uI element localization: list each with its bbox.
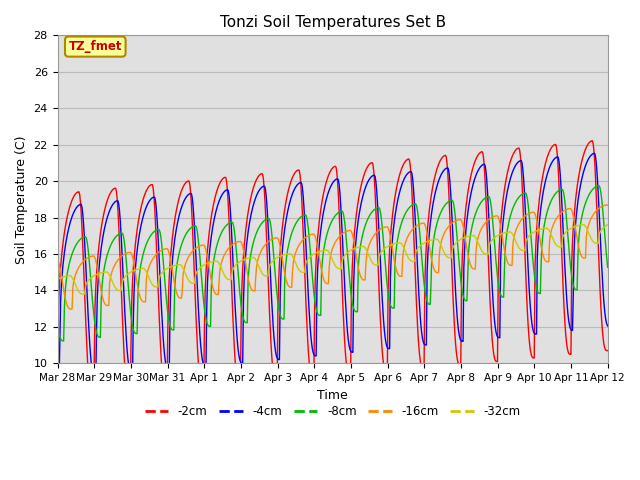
-32cm bbox=[400, 246, 408, 252]
-32cm bbox=[579, 222, 587, 228]
-2cm bbox=[205, 231, 213, 237]
-16cm bbox=[63, 303, 71, 309]
-2cm bbox=[415, 351, 423, 357]
-4cm bbox=[121, 310, 129, 316]
-4cm bbox=[55, 379, 63, 384]
Title: Tonzi Soil Temperatures Set B: Tonzi Soil Temperatures Set B bbox=[220, 15, 445, 30]
-2cm bbox=[54, 402, 61, 408]
-16cm bbox=[54, 257, 61, 263]
-2cm bbox=[63, 213, 71, 218]
-16cm bbox=[177, 295, 184, 301]
Text: TZ_fmet: TZ_fmet bbox=[68, 40, 122, 53]
-4cm bbox=[177, 207, 184, 213]
Line: -32cm: -32cm bbox=[58, 225, 608, 294]
-4cm bbox=[590, 151, 598, 156]
Y-axis label: Soil Temperature (C): Soil Temperature (C) bbox=[15, 135, 28, 264]
Line: -16cm: -16cm bbox=[58, 205, 608, 309]
-2cm bbox=[604, 348, 612, 353]
-32cm bbox=[54, 276, 61, 282]
-4cm bbox=[400, 176, 408, 182]
X-axis label: Time: Time bbox=[317, 389, 348, 402]
-32cm bbox=[80, 291, 88, 297]
-32cm bbox=[177, 262, 184, 268]
-2cm bbox=[120, 352, 128, 358]
-16cm bbox=[206, 269, 214, 275]
-2cm bbox=[399, 162, 407, 168]
-32cm bbox=[417, 243, 424, 249]
Legend: -2cm, -4cm, -8cm, -16cm, -32cm: -2cm, -4cm, -8cm, -16cm, -32cm bbox=[140, 401, 525, 423]
-8cm bbox=[177, 244, 184, 250]
Line: -4cm: -4cm bbox=[58, 154, 608, 382]
-32cm bbox=[206, 260, 214, 265]
-16cm bbox=[604, 203, 612, 208]
-8cm bbox=[59, 338, 67, 344]
-4cm bbox=[604, 323, 612, 329]
-32cm bbox=[604, 222, 612, 228]
-4cm bbox=[417, 314, 424, 320]
-4cm bbox=[206, 246, 214, 252]
-16cm bbox=[417, 221, 424, 227]
-16cm bbox=[67, 306, 75, 312]
-4cm bbox=[65, 228, 72, 233]
-8cm bbox=[65, 265, 72, 271]
-2cm bbox=[176, 192, 184, 198]
-4cm bbox=[54, 378, 61, 384]
-8cm bbox=[400, 213, 408, 219]
-16cm bbox=[121, 251, 129, 257]
Line: -2cm: -2cm bbox=[58, 141, 608, 405]
-8cm bbox=[604, 264, 612, 270]
-8cm bbox=[417, 236, 424, 241]
-2cm bbox=[589, 138, 596, 144]
-32cm bbox=[63, 273, 71, 279]
Line: -8cm: -8cm bbox=[58, 186, 608, 341]
-32cm bbox=[121, 274, 129, 280]
-16cm bbox=[603, 202, 611, 208]
-8cm bbox=[206, 324, 214, 329]
-16cm bbox=[400, 244, 408, 250]
-8cm bbox=[121, 243, 129, 249]
-8cm bbox=[595, 183, 602, 189]
-8cm bbox=[54, 319, 61, 325]
